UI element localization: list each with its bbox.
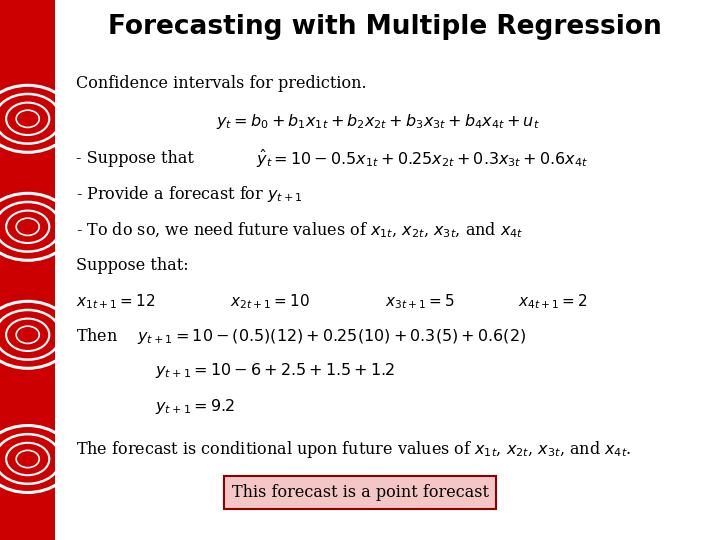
Text: $y_t = b_0 + b_1x_{1t} + b_2x_{2t} + b_3x_{3t} + b_4x_{4t} + u_t$: $y_t = b_0 + b_1x_{1t} + b_2x_{2t} + b_3… <box>216 112 540 131</box>
Text: - Suppose that: - Suppose that <box>76 150 194 167</box>
Text: $x_{1t+1} = 12$: $x_{1t+1} = 12$ <box>76 292 155 310</box>
Text: Forecasting with Multiple Regression: Forecasting with Multiple Regression <box>108 14 662 40</box>
Bar <box>55 0 720 54</box>
Text: Suppose that:: Suppose that: <box>76 257 188 274</box>
Text: $y_{t+1} = 10 - 6 + 2.5 + 1.5 + 1.2$: $y_{t+1} = 10 - 6 + 2.5 + 1.5 + 1.2$ <box>155 361 395 381</box>
Text: - To do so, we need future values of $x_{1t}$, $x_{2t}$, $x_{3t}$, and $x_{4t}$: - To do so, we need future values of $x_… <box>76 220 523 240</box>
Text: Then    $y_{t+1} = 10 - (0.5)(12) + 0.25(10) + 0.3(5) + 0.6(2)$: Then $y_{t+1} = 10 - (0.5)(12) + 0.25(10… <box>76 326 526 346</box>
Text: $x_{3t+1} = 5$: $x_{3t+1} = 5$ <box>385 292 455 310</box>
Text: The forecast is conditional upon future values of $x_{1t}$, $x_{2t}$, $x_{3t}$, : The forecast is conditional upon future … <box>76 439 631 460</box>
Text: This forecast is a point forecast: This forecast is a point forecast <box>232 484 488 501</box>
Text: - Provide a forecast for $y_{t+1}$: - Provide a forecast for $y_{t+1}$ <box>76 184 302 205</box>
Bar <box>0 0 55 540</box>
Text: $\hat{y}_t = 10 - 0.5x_{1t} + 0.25x_{2t} + 0.3x_{3t} + 0.6x_{4t}$: $\hat{y}_t = 10 - 0.5x_{1t} + 0.25x_{2t}… <box>256 148 588 170</box>
Text: $x_{2t+1} = 10$: $x_{2t+1} = 10$ <box>230 292 310 310</box>
Text: $y_{t+1} = 9.2$: $y_{t+1} = 9.2$ <box>155 396 235 416</box>
Text: $x_{4t+1} = 2$: $x_{4t+1} = 2$ <box>518 292 588 310</box>
Text: Confidence intervals for prediction.: Confidence intervals for prediction. <box>76 75 366 92</box>
